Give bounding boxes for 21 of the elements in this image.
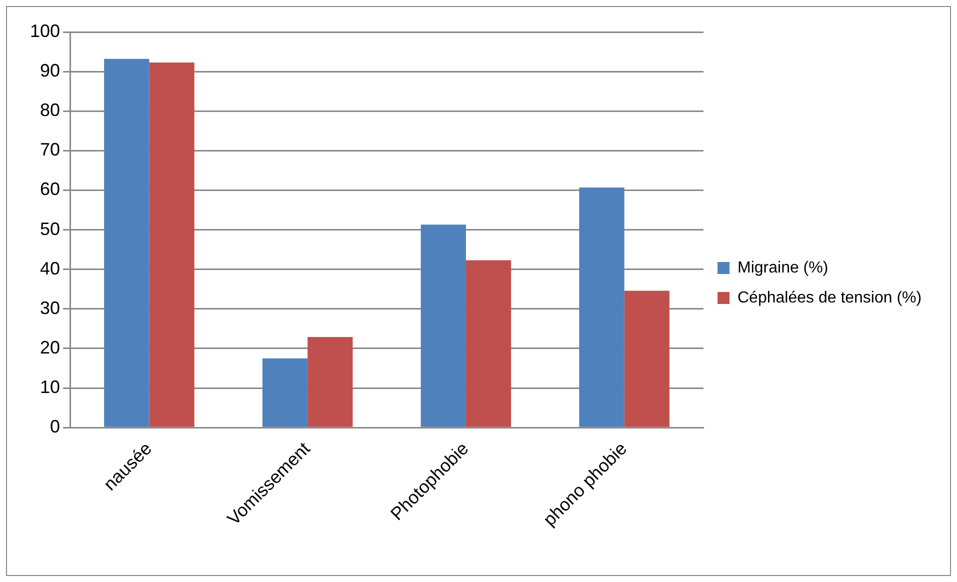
legend-label: Céphalées de tension (%) (738, 289, 922, 306)
legend-label: Migraine (%) (738, 259, 828, 276)
bar (624, 290, 670, 427)
bar (420, 224, 466, 427)
bar (466, 260, 512, 427)
y-tick-label: 90 (40, 60, 60, 81)
y-tick-label: 50 (40, 218, 60, 239)
bar (308, 336, 353, 427)
y-tick-label: 100 (30, 20, 60, 41)
bar (104, 58, 150, 427)
y-tick-label: 20 (40, 337, 60, 358)
y-tick-label: 70 (40, 140, 60, 160)
y-tick-label: 40 (40, 258, 60, 278)
bar (149, 62, 194, 427)
y-tick-label: 30 (40, 298, 60, 318)
y-tick-label: 10 (40, 376, 60, 397)
bar (579, 187, 624, 427)
y-tick-label: 80 (40, 100, 60, 120)
y-tick-label: 0 (50, 416, 60, 437)
y-tick-label: 60 (40, 179, 60, 200)
bar (262, 358, 308, 427)
